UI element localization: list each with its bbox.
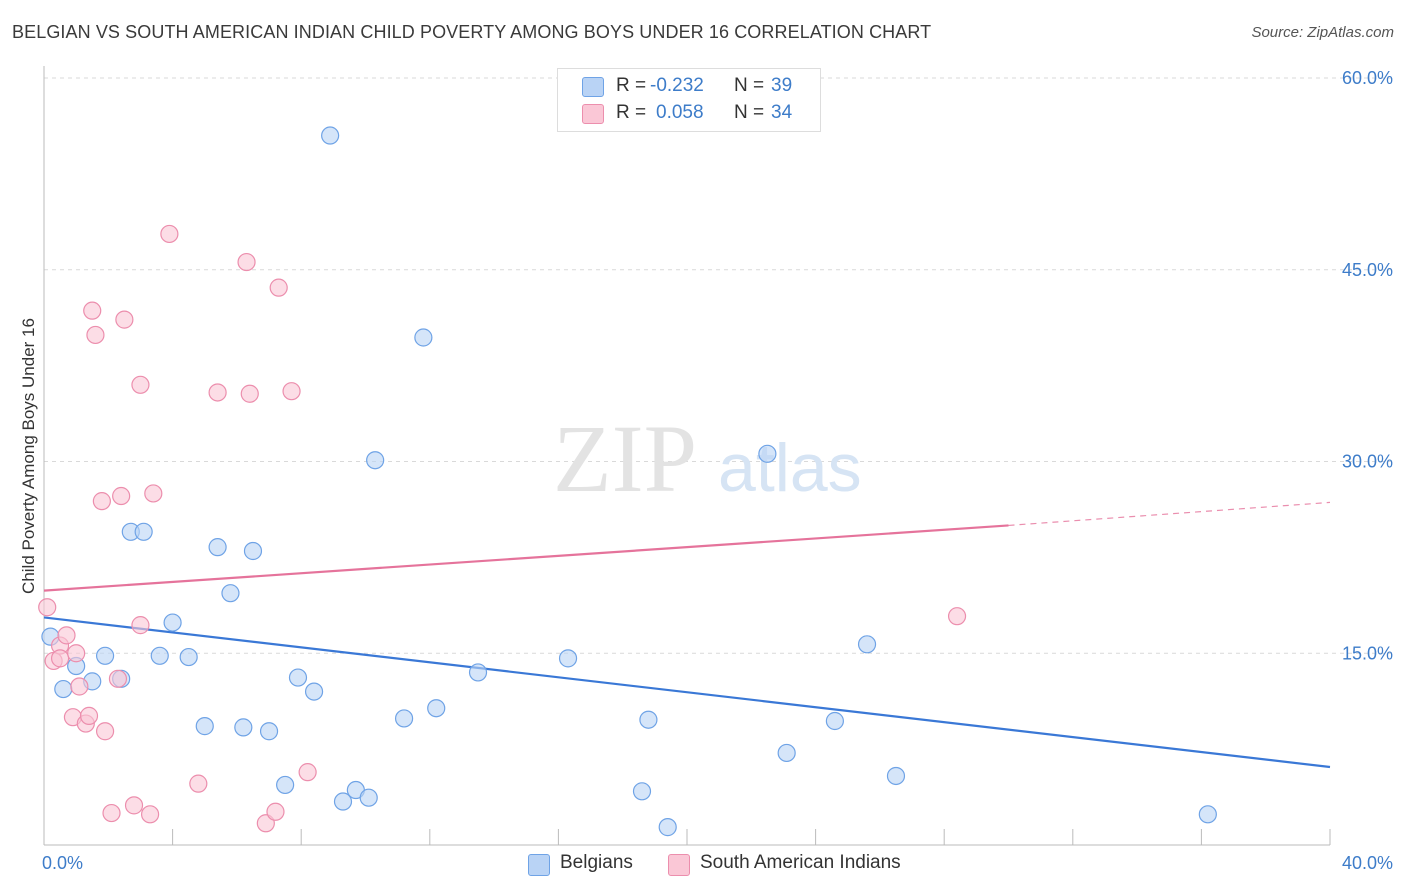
belgians-swatch	[582, 77, 604, 97]
south-american-indians-trend-line	[43, 524, 1009, 592]
x-tick-label: 0.0%	[42, 853, 83, 873]
south-american-indians-point	[108, 669, 128, 688]
x-tick-label: 40.0%	[1342, 853, 1393, 873]
r-value: 0.058	[656, 102, 704, 123]
belgians-point	[150, 646, 169, 665]
trend-lines	[43, 501, 1331, 769]
south-american-indians-point	[269, 278, 288, 297]
belgians-point	[54, 679, 73, 699]
belgians-point	[1198, 805, 1217, 824]
y-tick-label: 30.0%	[1342, 452, 1393, 472]
belgians-point	[179, 647, 198, 667]
south-american-indians-trend-extension	[1008, 501, 1331, 527]
r-value: -0.232	[650, 75, 704, 96]
south-american-indians-point	[86, 325, 105, 345]
south-american-indians-point	[140, 805, 160, 824]
belgians-point	[558, 649, 578, 668]
belgians-point	[427, 699, 446, 718]
south-american-indians-point	[83, 301, 102, 320]
belgians-point	[333, 792, 353, 811]
south-american-indians-point	[144, 484, 163, 503]
data-points	[38, 126, 1217, 837]
belgians-point	[857, 635, 877, 654]
n-label: N =	[734, 102, 765, 123]
watermark-atlas: atlas	[718, 430, 862, 506]
south-american-indians-point	[102, 803, 121, 823]
n-value: 34	[771, 102, 793, 123]
axes	[43, 66, 1331, 846]
tick-labels: 15.0% 30.0% 45.0% 60.0% 0.0% 40.0%	[42, 68, 1393, 873]
south-american-indians-point	[131, 616, 150, 635]
belgians-legend-swatch	[528, 854, 550, 876]
source-label: Source: ZipAtlas.com	[1251, 24, 1394, 41]
belgians-point	[825, 711, 844, 731]
belgians-point	[359, 788, 378, 807]
south-american-indians-legend-swatch	[668, 854, 690, 876]
south-american-indians-point	[95, 722, 115, 741]
belgians-point	[304, 682, 324, 701]
south-american-indians-point	[160, 224, 179, 244]
belgians-point	[639, 710, 658, 729]
belgians-point	[276, 775, 295, 795]
belgians-point	[259, 722, 279, 741]
y-tick-label: 15.0%	[1342, 643, 1393, 663]
y-tick-label: 60.0%	[1342, 68, 1393, 88]
belgians-point	[95, 646, 115, 665]
south-american-indians-point	[189, 774, 208, 793]
stats-legend: R = -0.232 N = 39 R = 0.058 N = 34	[557, 68, 821, 132]
south-american-indians-point	[947, 607, 967, 626]
belgians-point	[195, 717, 214, 736]
y-axis-label: Child Poverty Among Boys Under 16	[19, 318, 38, 594]
south-american-indians-point	[67, 644, 86, 663]
belgians-trend-line	[43, 616, 1331, 769]
belgians-point	[658, 818, 677, 837]
south-american-indians-point	[70, 677, 89, 696]
belgians-point	[632, 782, 652, 801]
belgians-point	[243, 541, 263, 561]
south-american-indians-point	[79, 706, 99, 725]
south-american-indians-point	[208, 383, 227, 402]
belgians-point	[288, 668, 308, 687]
south-american-indians-point	[92, 492, 111, 511]
south-american-indians-point	[240, 384, 259, 403]
south-american-indians-legend-label: South American Indians	[700, 852, 901, 873]
south-american-indians-point	[124, 796, 144, 815]
watermark-zip: ZIP	[553, 405, 697, 512]
south-american-indians-point	[237, 252, 256, 272]
belgians-point	[208, 538, 227, 557]
belgians-point	[777, 743, 796, 763]
south-american-indians-point	[115, 310, 134, 329]
watermark: ZIP atlas	[553, 405, 862, 512]
y-tick-label: 45.0%	[1342, 260, 1393, 280]
belgians-point	[758, 444, 777, 463]
n-value: 39	[771, 75, 793, 96]
belgians-point	[468, 663, 488, 682]
belgians-point	[321, 126, 340, 145]
south-american-indians-point	[38, 598, 57, 617]
south-american-indians-point	[112, 486, 131, 506]
r-label: R =	[616, 75, 647, 96]
belgians-point	[366, 451, 385, 470]
belgians-point	[163, 613, 182, 632]
south-american-indians-swatch	[582, 104, 604, 124]
belgians-point	[414, 328, 433, 347]
south-american-indians-point	[298, 763, 317, 782]
r-label: R =	[616, 102, 647, 123]
belgians-point	[394, 709, 414, 728]
belgians-point	[886, 766, 906, 786]
n-label: N =	[734, 75, 765, 96]
belgians-point	[221, 584, 240, 603]
south-american-indians-point	[57, 626, 76, 645]
south-american-indians-point	[282, 382, 301, 401]
belgians-point	[234, 718, 253, 737]
south-american-indians-point	[266, 802, 285, 821]
south-american-indians-point	[50, 649, 70, 668]
south-american-indians-point	[131, 375, 150, 394]
belgians-point	[134, 522, 153, 541]
gridlines	[44, 77, 1392, 654]
chart-title: BELGIAN VS SOUTH AMERICAN INDIAN CHILD P…	[12, 22, 932, 42]
belgians-legend-label: Belgians	[560, 852, 633, 873]
